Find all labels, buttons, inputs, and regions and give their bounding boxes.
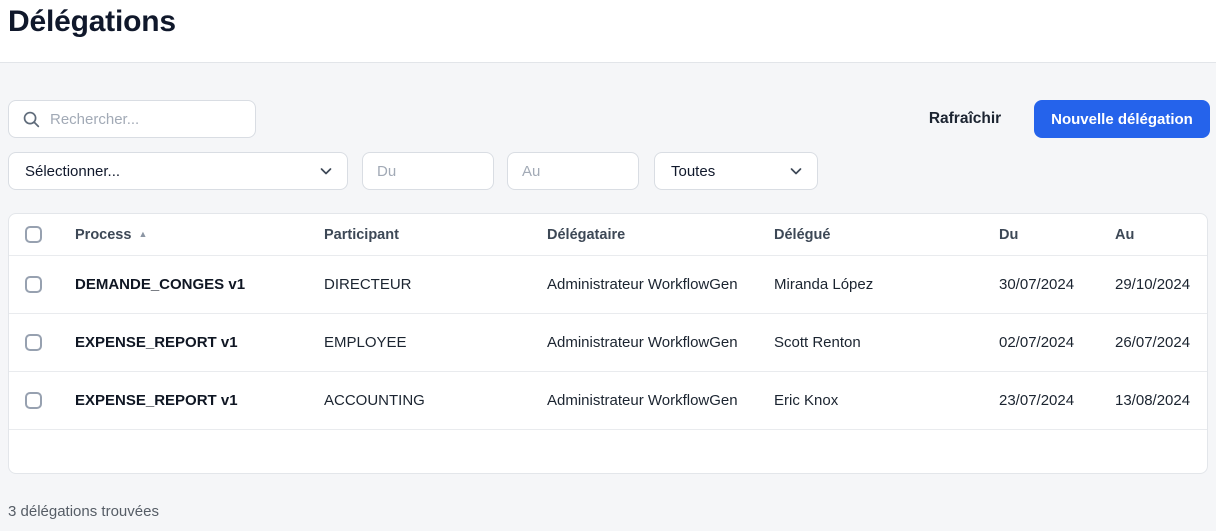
column-header-au[interactable]: Au <box>1115 226 1135 243</box>
cell-au: 26/07/2024 <box>1115 334 1191 351</box>
select-all-cell <box>9 226 67 243</box>
select-all-checkbox[interactable] <box>25 226 42 243</box>
result-count: 3 délégations trouvées <box>8 503 159 520</box>
column-header-process[interactable]: Process ▲ <box>67 227 316 243</box>
search-input[interactable] <box>9 101 255 137</box>
process-filter-value: Sélectionner... <box>25 162 121 180</box>
cell-du: 23/07/2024 <box>999 392 1075 409</box>
new-delegation-button[interactable]: Nouvelle délégation <box>1034 100 1210 138</box>
page-header <box>0 0 1216 63</box>
row-checkbox[interactable] <box>25 334 42 352</box>
column-header-delegataire[interactable]: Délégataire <box>547 226 626 243</box>
row-checkbox[interactable] <box>25 392 42 410</box>
date-to-input[interactable] <box>507 152 639 190</box>
cell-au: 13/08/2024 <box>1115 392 1191 409</box>
refresh-button[interactable]: Rafraîchir <box>918 100 1012 138</box>
row-checkbox-cell <box>9 276 67 294</box>
cell-process: DEMANDE_CONGES v1 <box>75 276 246 293</box>
cell-delegue: Eric Knox <box>774 392 839 409</box>
cell-delegue: Scott Renton <box>774 334 861 351</box>
table-header-row: Process ▲ Participant Délégataire Délégu… <box>9 214 1207 256</box>
cell-delegue: Miranda López <box>774 276 874 293</box>
cell-delegataire: Administrateur WorkflowGen <box>547 276 738 293</box>
table-row[interactable]: EXPENSE_REPORT v1 ACCOUNTING Administrat… <box>9 372 1207 430</box>
process-filter-select[interactable]: Sélectionner... <box>8 152 348 190</box>
table-row[interactable]: EXPENSE_REPORT v1 EMPLOYEE Administrateu… <box>9 314 1207 372</box>
cell-delegataire: Administrateur WorkflowGen <box>547 334 738 351</box>
chevron-down-icon <box>789 164 803 178</box>
column-header-delegue[interactable]: Délégué <box>774 226 831 243</box>
cell-du: 30/07/2024 <box>999 276 1075 293</box>
cell-delegataire: Administrateur WorkflowGen <box>547 392 738 409</box>
cell-participant: ACCOUNTING <box>324 392 425 409</box>
table-row[interactable]: DEMANDE_CONGES v1 DIRECTEUR Administrate… <box>9 256 1207 314</box>
cell-process: EXPENSE_REPORT v1 <box>75 334 238 351</box>
column-header-du[interactable]: Du <box>999 226 1019 243</box>
cell-process: EXPENSE_REPORT v1 <box>75 392 238 409</box>
search-icon <box>22 110 41 129</box>
row-checkbox-cell <box>9 334 67 352</box>
date-from-input[interactable] <box>362 152 494 190</box>
cell-participant: DIRECTEUR <box>324 276 412 293</box>
chevron-down-icon <box>319 164 333 178</box>
column-header-process-label: Process <box>75 226 132 243</box>
search-box <box>8 100 256 138</box>
cell-du: 02/07/2024 <box>999 334 1075 351</box>
delegations-table: Process ▲ Participant Délégataire Délégu… <box>8 213 1208 474</box>
column-header-participant[interactable]: Participant <box>324 226 399 243</box>
status-filter-value: Toutes <box>671 162 716 180</box>
cell-participant: EMPLOYEE <box>324 334 407 351</box>
cell-au: 29/10/2024 <box>1115 276 1191 293</box>
sort-ascending-icon: ▲ <box>138 229 148 239</box>
row-checkbox[interactable] <box>25 276 42 294</box>
status-filter-select[interactable]: Toutes <box>654 152 818 190</box>
row-checkbox-cell <box>9 392 67 410</box>
page-title: Délégations <box>8 5 176 38</box>
